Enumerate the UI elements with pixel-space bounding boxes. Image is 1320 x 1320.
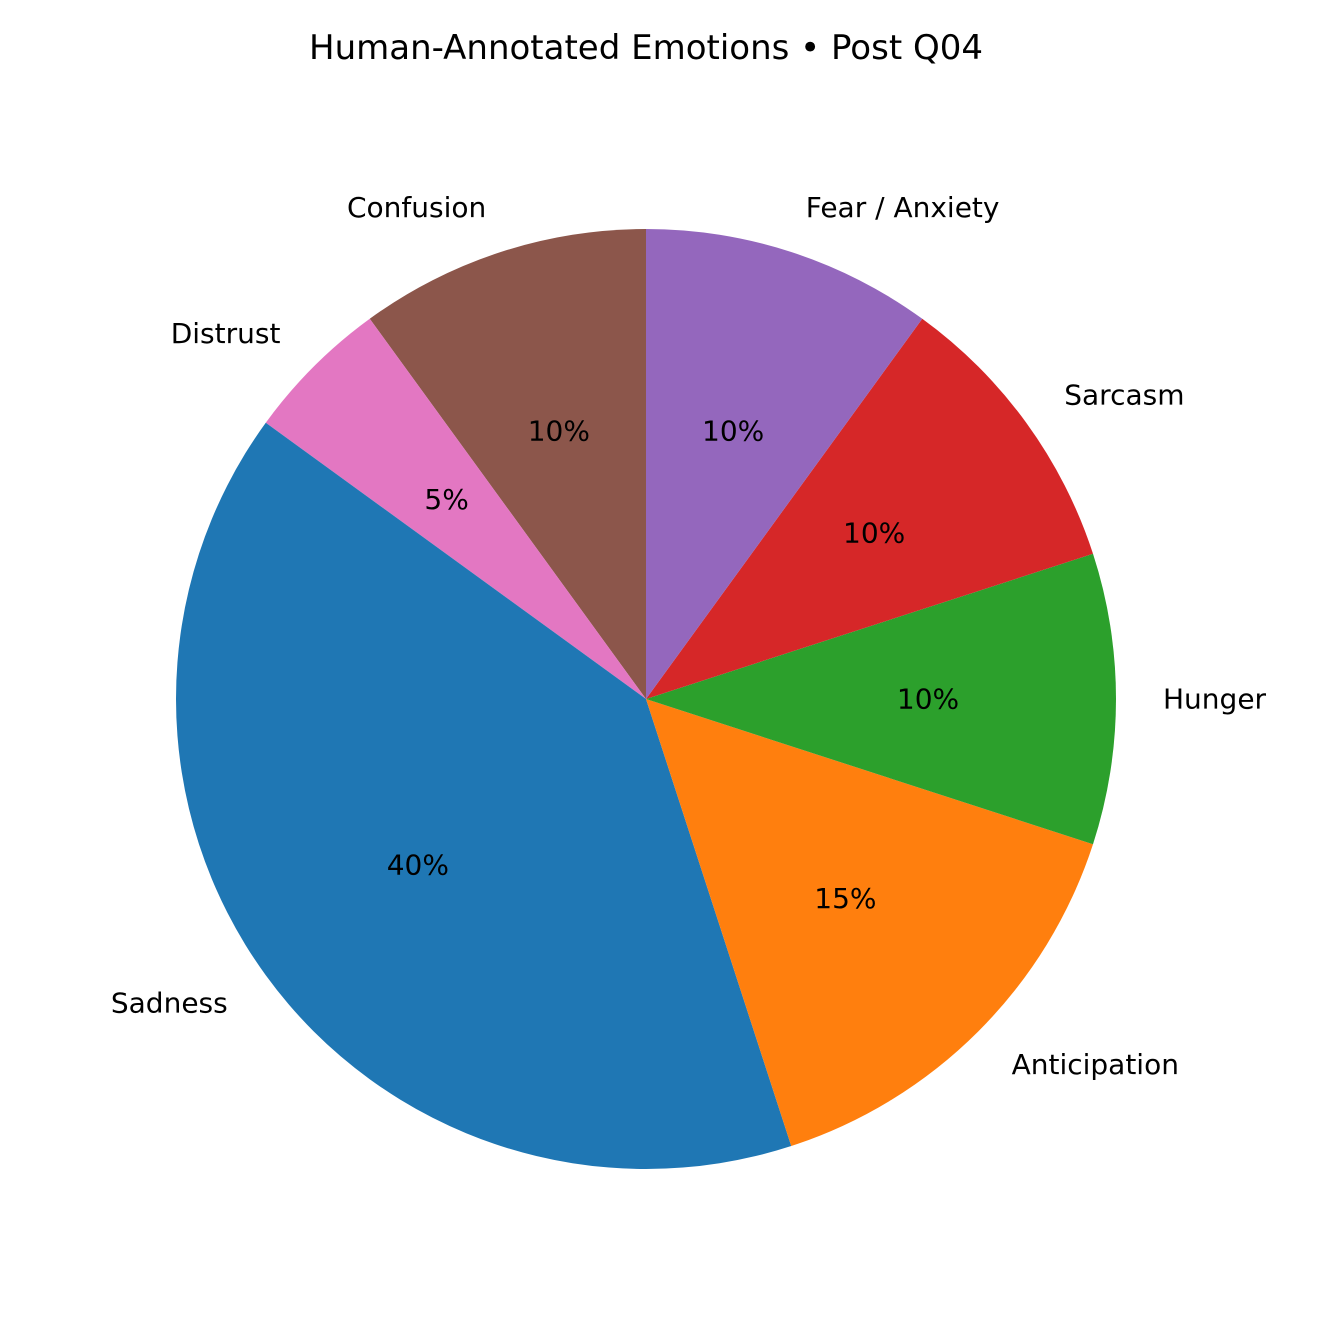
pie-slice-hunger [646, 553, 1116, 845]
slice-label-distrust: Distrust [171, 317, 281, 350]
pie-slice-anticipation [646, 699, 1093, 1146]
pie-slices [175, 229, 1116, 1169]
slice-percent-distrust: 5% [424, 483, 468, 516]
slice-percent-fear-anxiety: 10% [702, 414, 764, 447]
slice-label-hunger: Hunger [1163, 683, 1267, 716]
pie-slice-distrust [265, 318, 646, 699]
slice-label-confusion: Confusion [347, 191, 486, 224]
pie-slice-fear-anxiety [646, 229, 923, 699]
slice-percent-sadness: 40% [387, 848, 449, 881]
slice-label-sarcasm: Sarcasm [1064, 379, 1184, 412]
slice-percent-anticipation: 15% [814, 882, 876, 915]
pie-slice-confusion [369, 229, 646, 699]
pie-labels: Confusion 10% Distrust 5% Sadness 40% Anticipa… [111, 191, 1267, 1081]
pie-slice-sadness [175, 422, 792, 1169]
slice-label-sadness: Sadness [111, 986, 228, 1019]
slice-percent-sarcasm: 10% [843, 517, 905, 550]
slice-label-anticipation: Anticipation [1012, 1048, 1179, 1081]
pie-slice-sarcasm [646, 318, 1093, 699]
slice-percent-confusion: 10% [528, 414, 590, 447]
chart-title: Human-Annotated Emotions • Post Q04 [309, 28, 983, 68]
slice-label-fear-anxiety: Fear / Anxiety [806, 191, 1000, 224]
slice-percent-hunger: 10% [897, 683, 959, 716]
